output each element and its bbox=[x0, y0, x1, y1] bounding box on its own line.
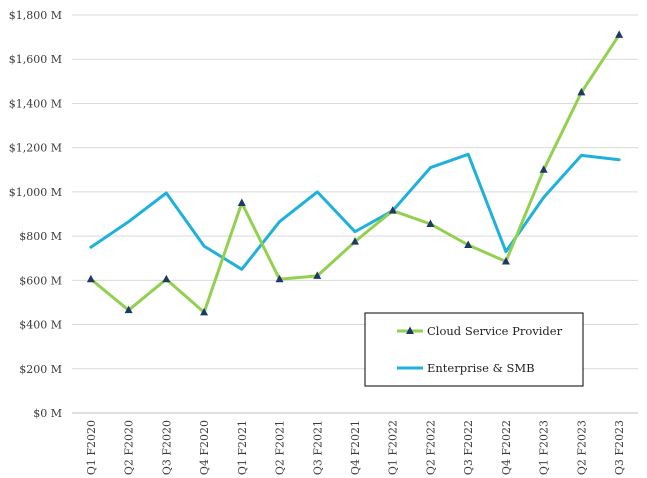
x-tick-label: Q3 F2020 bbox=[160, 420, 173, 475]
y-tick-label: $400 M bbox=[19, 319, 62, 332]
data-point-marker bbox=[577, 87, 586, 96]
y-tick-label: $1,200 M bbox=[9, 142, 62, 155]
x-tick-label: Q2 F2022 bbox=[424, 420, 437, 475]
x-axis: Q1 F2020 Q2 F2020 Q3 F2020 Q4 F2020 Q1 F2021… bbox=[72, 412, 638, 475]
data-point-marker bbox=[388, 206, 397, 214]
data-point-marker bbox=[464, 240, 473, 248]
data-point-marker bbox=[501, 257, 510, 265]
series-line-cloud-service-provider bbox=[89, 33, 621, 314]
series-line-enterprise-smb bbox=[89, 152, 621, 271]
y-tick-label: $0 M bbox=[33, 407, 62, 420]
x-tick-label: Q3 F2021 bbox=[311, 420, 324, 475]
x-tick-label: Q1 F2021 bbox=[236, 420, 249, 475]
data-point-marker bbox=[124, 305, 133, 314]
legend: Cloud Service Provider Enterprise & SMB bbox=[364, 312, 584, 387]
legend-box bbox=[364, 312, 584, 387]
x-tick-label: Q1 F2023 bbox=[538, 420, 551, 475]
y-tick-label: $1,600 M bbox=[9, 53, 62, 66]
data-point-marker bbox=[275, 274, 284, 283]
data-point-marker bbox=[313, 271, 322, 279]
x-tick-label: Q4 F2020 bbox=[198, 420, 211, 475]
x-tick-label: Q2 F2023 bbox=[575, 420, 588, 475]
data-point-marker bbox=[615, 30, 624, 38]
data-point-marker bbox=[539, 165, 548, 173]
series-lines bbox=[86, 30, 624, 316]
x-tick-label: Q4 F2022 bbox=[500, 420, 513, 475]
legend-marker bbox=[406, 326, 414, 334]
y-tick-label: $200 M bbox=[19, 363, 62, 376]
legend-label: Cloud Service Provider bbox=[427, 324, 563, 338]
data-point-marker bbox=[237, 198, 246, 206]
data-point-marker bbox=[200, 307, 209, 316]
data-point-marker bbox=[426, 219, 435, 227]
data-point-marker bbox=[351, 237, 359, 245]
y-tick-label: $1,400 M bbox=[9, 97, 62, 110]
data-point-marker bbox=[86, 274, 95, 283]
data-point-marker bbox=[162, 274, 171, 283]
x-tick-label: Q3 F2023 bbox=[613, 420, 626, 475]
y-tick-label: $800 M bbox=[19, 230, 62, 243]
y-tick-label: $600 M bbox=[19, 274, 62, 287]
x-tick-label: Q1 F2022 bbox=[387, 420, 400, 475]
x-tick-label: Q4 F2021 bbox=[349, 420, 362, 475]
x-tick-label: Q3 F2022 bbox=[462, 420, 475, 475]
y-tick-label: $1,800 M bbox=[9, 9, 62, 22]
x-tick-label: Q1 F2020 bbox=[85, 420, 98, 475]
legend-label: Enterprise & SMB bbox=[427, 361, 535, 375]
x-tick-label: Q2 F2021 bbox=[274, 420, 287, 475]
y-axis-tick-labels: $0 M $200 M $400 M $600 M $800 M $1,000 M $1,2… bbox=[9, 9, 62, 420]
y-tick-label: $1,000 M bbox=[9, 186, 62, 199]
x-tick-label: Q2 F2020 bbox=[123, 420, 136, 475]
